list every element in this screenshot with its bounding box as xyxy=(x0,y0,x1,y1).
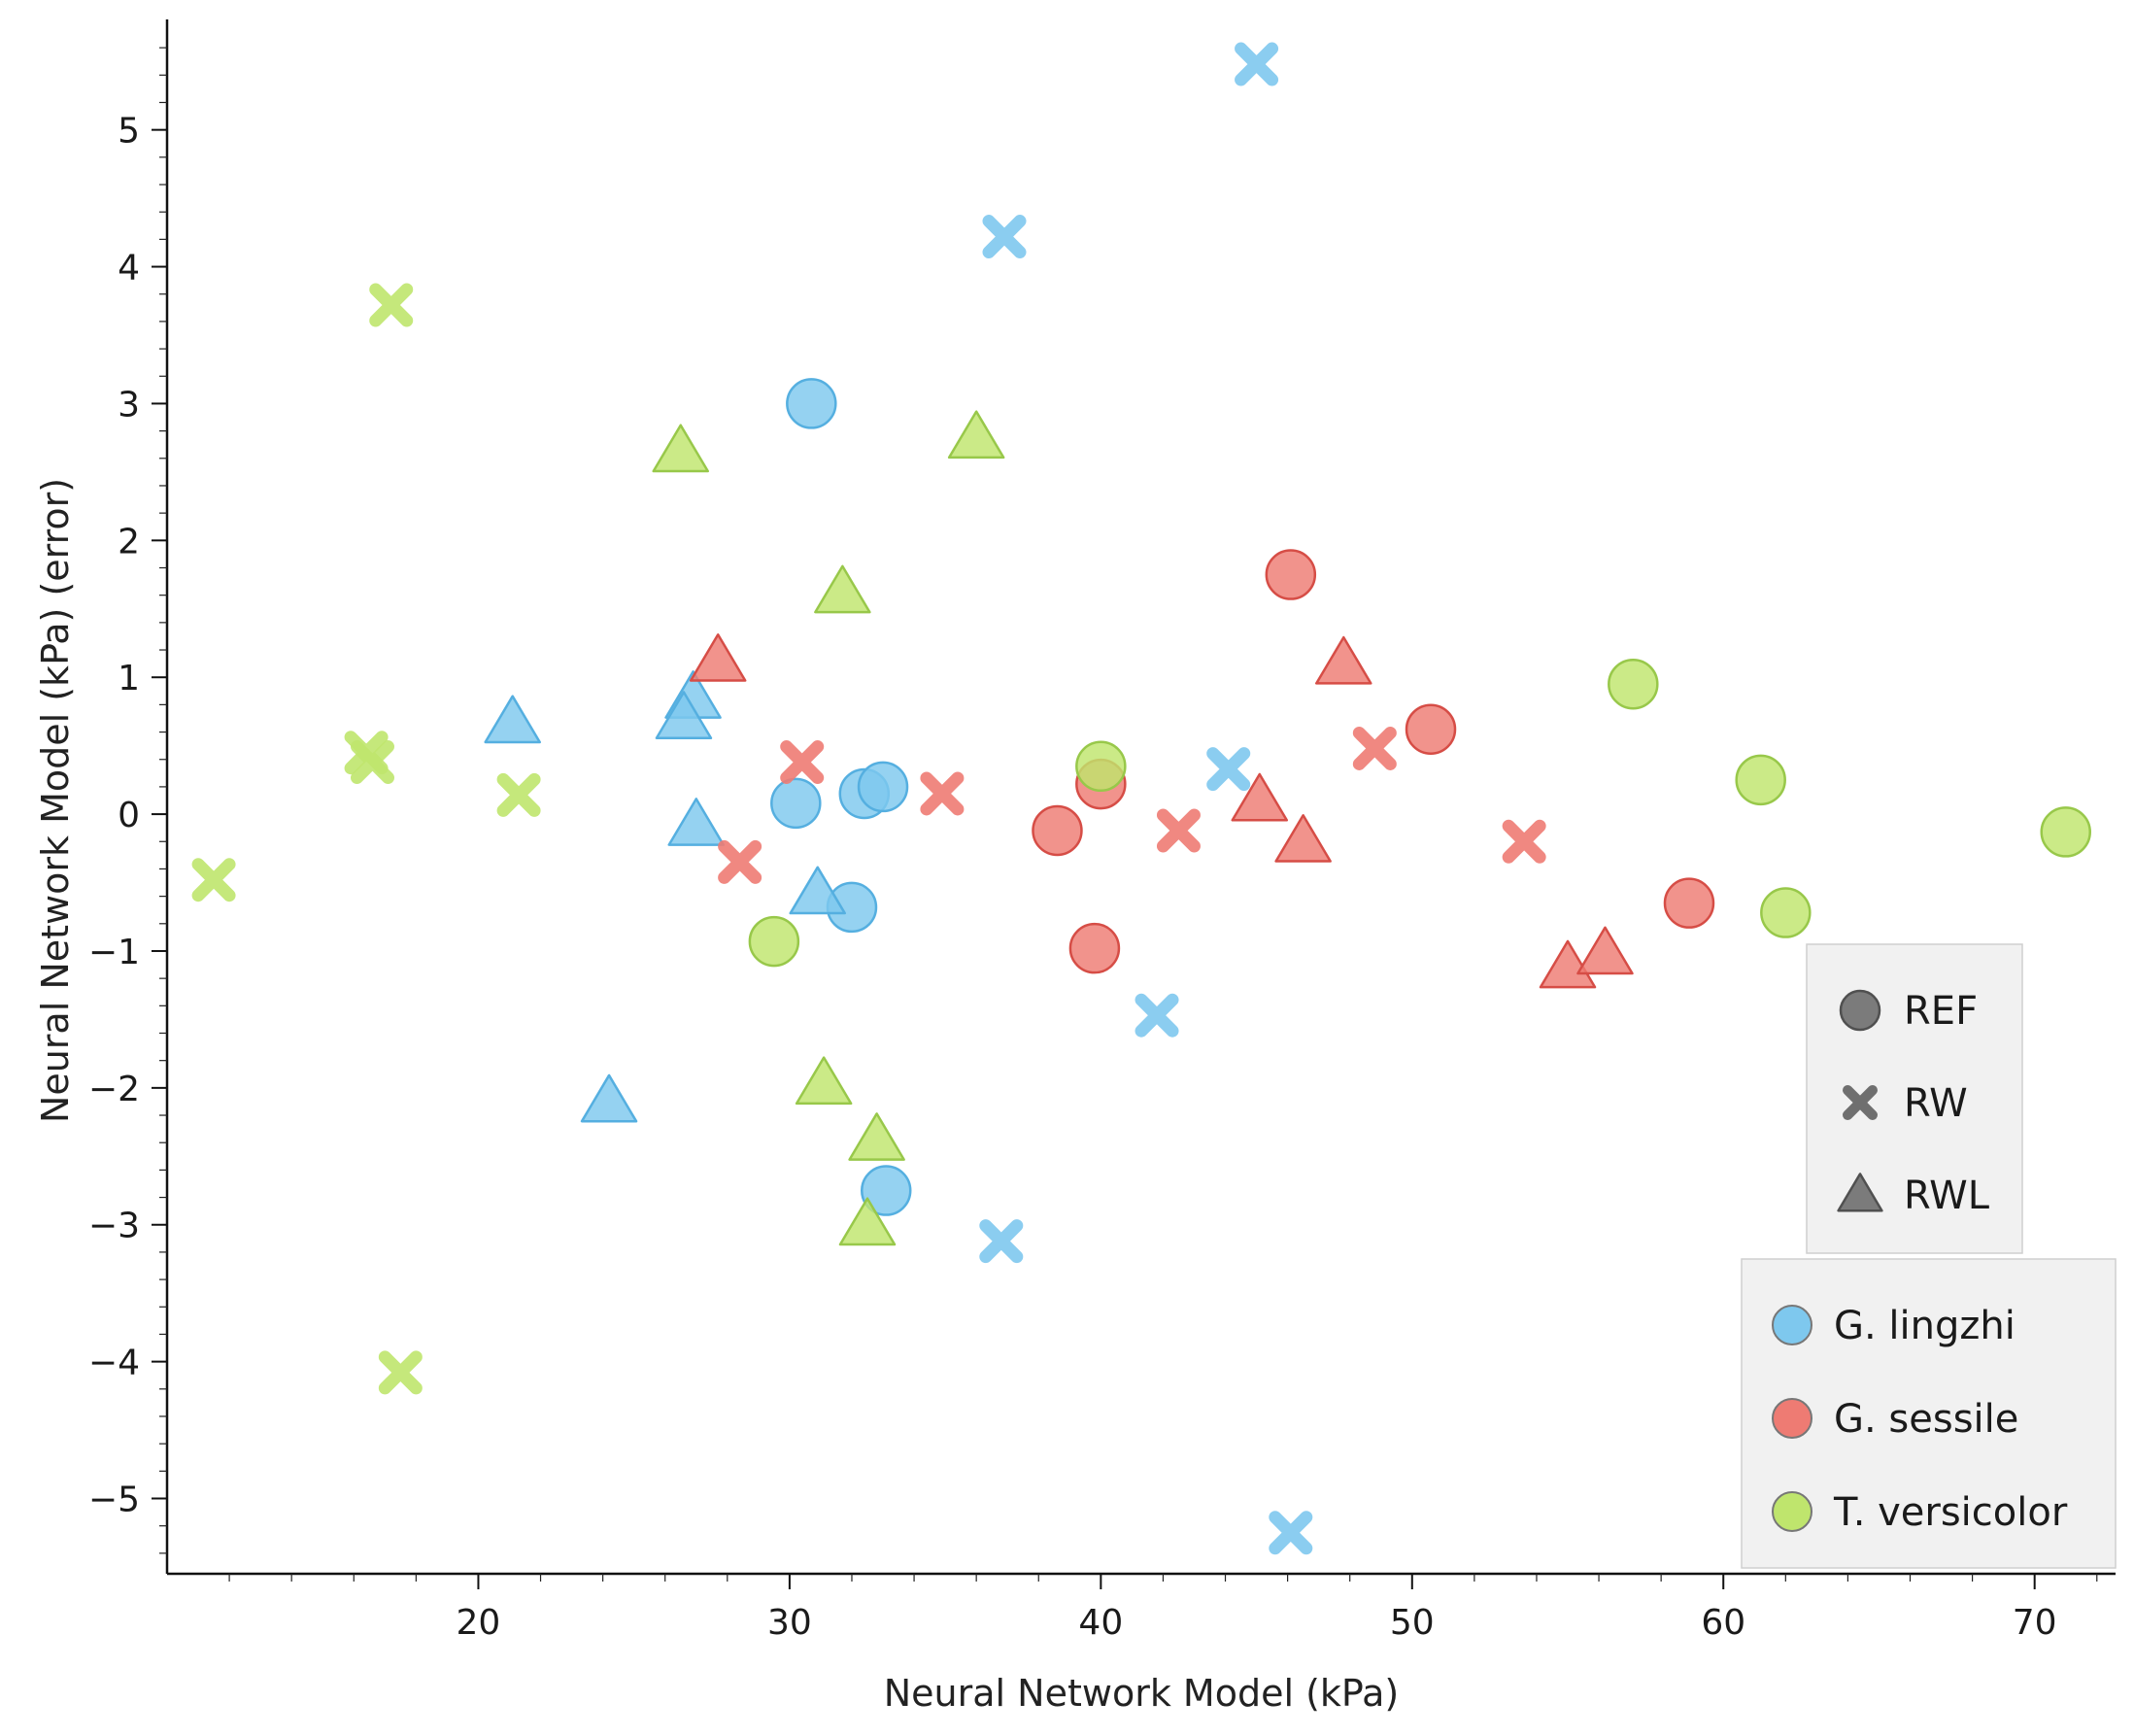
legend-marker-triangle-icon xyxy=(1837,1173,1883,1212)
y-tick-label: −4 xyxy=(88,1344,140,1383)
legend-label-species: T. versicolor xyxy=(1833,1490,2068,1535)
axes: 20 30 40 50 60 70 −5 −4 −3 −2 −1 0 1 2 3 4 5 xyxy=(88,19,2116,1643)
point-g-sessile-rwl xyxy=(1315,635,1372,685)
point-g-lingzhi-rwl xyxy=(484,695,541,744)
y-tick-label: −5 xyxy=(88,1481,140,1520)
legend-swatch-icon xyxy=(1772,1491,1812,1532)
y-tick-label: 0 xyxy=(118,796,140,835)
point-g-sessile-ref xyxy=(1265,549,1317,600)
point-t-versicolor-rwl xyxy=(947,410,1005,460)
legend-swatch-icon xyxy=(1772,1305,1812,1345)
species-legend: G. lingzhi G. sessile T. versicolor xyxy=(1741,1258,2117,1569)
point-g-lingzhi-rw xyxy=(982,215,1027,259)
point-t-versicolor-rwl xyxy=(814,564,871,614)
point-t-versicolor-ref xyxy=(1735,754,1786,806)
point-g-sessile-rw xyxy=(1502,819,1546,864)
x-tick-label: 30 xyxy=(767,1603,812,1643)
point-t-versicolor-ref xyxy=(1075,740,1127,793)
x-tick-label: 50 xyxy=(1390,1603,1435,1643)
point-g-sessile-rwl xyxy=(689,633,747,682)
legend-label-ref: REF xyxy=(1904,989,1978,1034)
point-g-sessile-rwl xyxy=(1576,926,1634,975)
point-g-sessile-ref xyxy=(1663,877,1715,929)
y-tick-label: 2 xyxy=(118,522,140,562)
point-t-versicolor-ref xyxy=(1760,887,1812,938)
x-tick-label: 40 xyxy=(1078,1603,1123,1643)
point-t-versicolor-rw xyxy=(496,772,541,817)
x-tick-label: 20 xyxy=(457,1603,501,1643)
y-tick-label: 3 xyxy=(118,385,140,425)
y-tick-label: −3 xyxy=(88,1207,140,1246)
point-g-sessile-rw xyxy=(920,771,965,816)
point-g-lingzhi-rwl xyxy=(580,1073,638,1123)
legend-marker-x-icon xyxy=(1843,1085,1878,1120)
point-g-lingzhi-rwl xyxy=(667,798,726,846)
point-g-sessile-rwl xyxy=(1231,772,1289,822)
point-t-versicolor-rw xyxy=(191,858,236,902)
point-g-lingzhi-rw xyxy=(1135,993,1179,1038)
legend-marker-circle-icon xyxy=(1839,989,1881,1032)
point-g-sessile-rwl xyxy=(1539,939,1597,989)
point-t-versicolor-rwl xyxy=(795,1056,853,1106)
point-g-lingzhi-rw xyxy=(1206,747,1251,792)
y-tick-label: −1 xyxy=(88,933,140,972)
point-g-lingzhi-rwl xyxy=(655,691,713,739)
point-g-sessile-rw xyxy=(718,839,762,884)
point-g-lingzhi-rw xyxy=(1269,1511,1313,1555)
point-g-lingzhi-ref xyxy=(860,1165,912,1216)
y-axis-title: Neural Network Model (kPa) (error) xyxy=(34,478,77,1123)
point-t-versicolor-ref xyxy=(1608,658,1659,710)
legend-label-rwl: RWL xyxy=(1904,1174,1990,1218)
legend-swatch-icon xyxy=(1772,1398,1812,1439)
point-g-sessile-rw xyxy=(1352,726,1397,770)
point-t-versicolor-rw xyxy=(350,740,394,785)
point-g-lingzhi-ref xyxy=(770,777,822,830)
point-g-lingzhi-rwl xyxy=(789,866,846,915)
point-g-sessile-ref xyxy=(1032,804,1083,857)
point-t-versicolor-ref xyxy=(748,915,800,968)
y-tick-label: 1 xyxy=(118,659,140,698)
x-axis-title: Neural Network Model (kPa) xyxy=(884,1672,1400,1715)
point-g-lingzhi-ref xyxy=(857,761,909,813)
point-g-sessile-rw xyxy=(1156,808,1201,853)
point-t-versicolor-rwl xyxy=(848,1112,905,1161)
point-g-lingzhi-rw xyxy=(979,1219,1024,1264)
marker-legend: REF RW RWL xyxy=(1806,943,2023,1254)
point-t-versicolor-rw xyxy=(369,283,414,327)
y-tick-label: 5 xyxy=(118,112,140,152)
y-tick-label: −2 xyxy=(88,1070,140,1109)
point-t-versicolor-rw xyxy=(378,1350,423,1395)
x-tick-label: 60 xyxy=(1701,1603,1745,1643)
point-g-lingzhi-rw xyxy=(1235,42,1279,86)
y-tick-label: 4 xyxy=(118,249,140,289)
legend-label-species: G. lingzhi xyxy=(1834,1304,2015,1348)
legend-label-species: G. sessile xyxy=(1834,1397,2018,1442)
x-tick-label: 70 xyxy=(2013,1603,2057,1643)
point-g-lingzhi-ref xyxy=(786,378,837,429)
point-g-sessile-ref xyxy=(1405,703,1457,755)
data-points xyxy=(191,42,2091,1555)
point-g-sessile-rwl xyxy=(1274,814,1332,863)
point-t-versicolor-ref xyxy=(2040,806,2091,858)
legend-label-rw: RW xyxy=(1904,1081,1968,1126)
point-t-versicolor-rwl xyxy=(838,1197,897,1246)
point-g-sessile-ref xyxy=(1068,922,1121,974)
point-t-versicolor-rwl xyxy=(652,424,709,473)
point-g-sessile-rw xyxy=(780,740,825,785)
